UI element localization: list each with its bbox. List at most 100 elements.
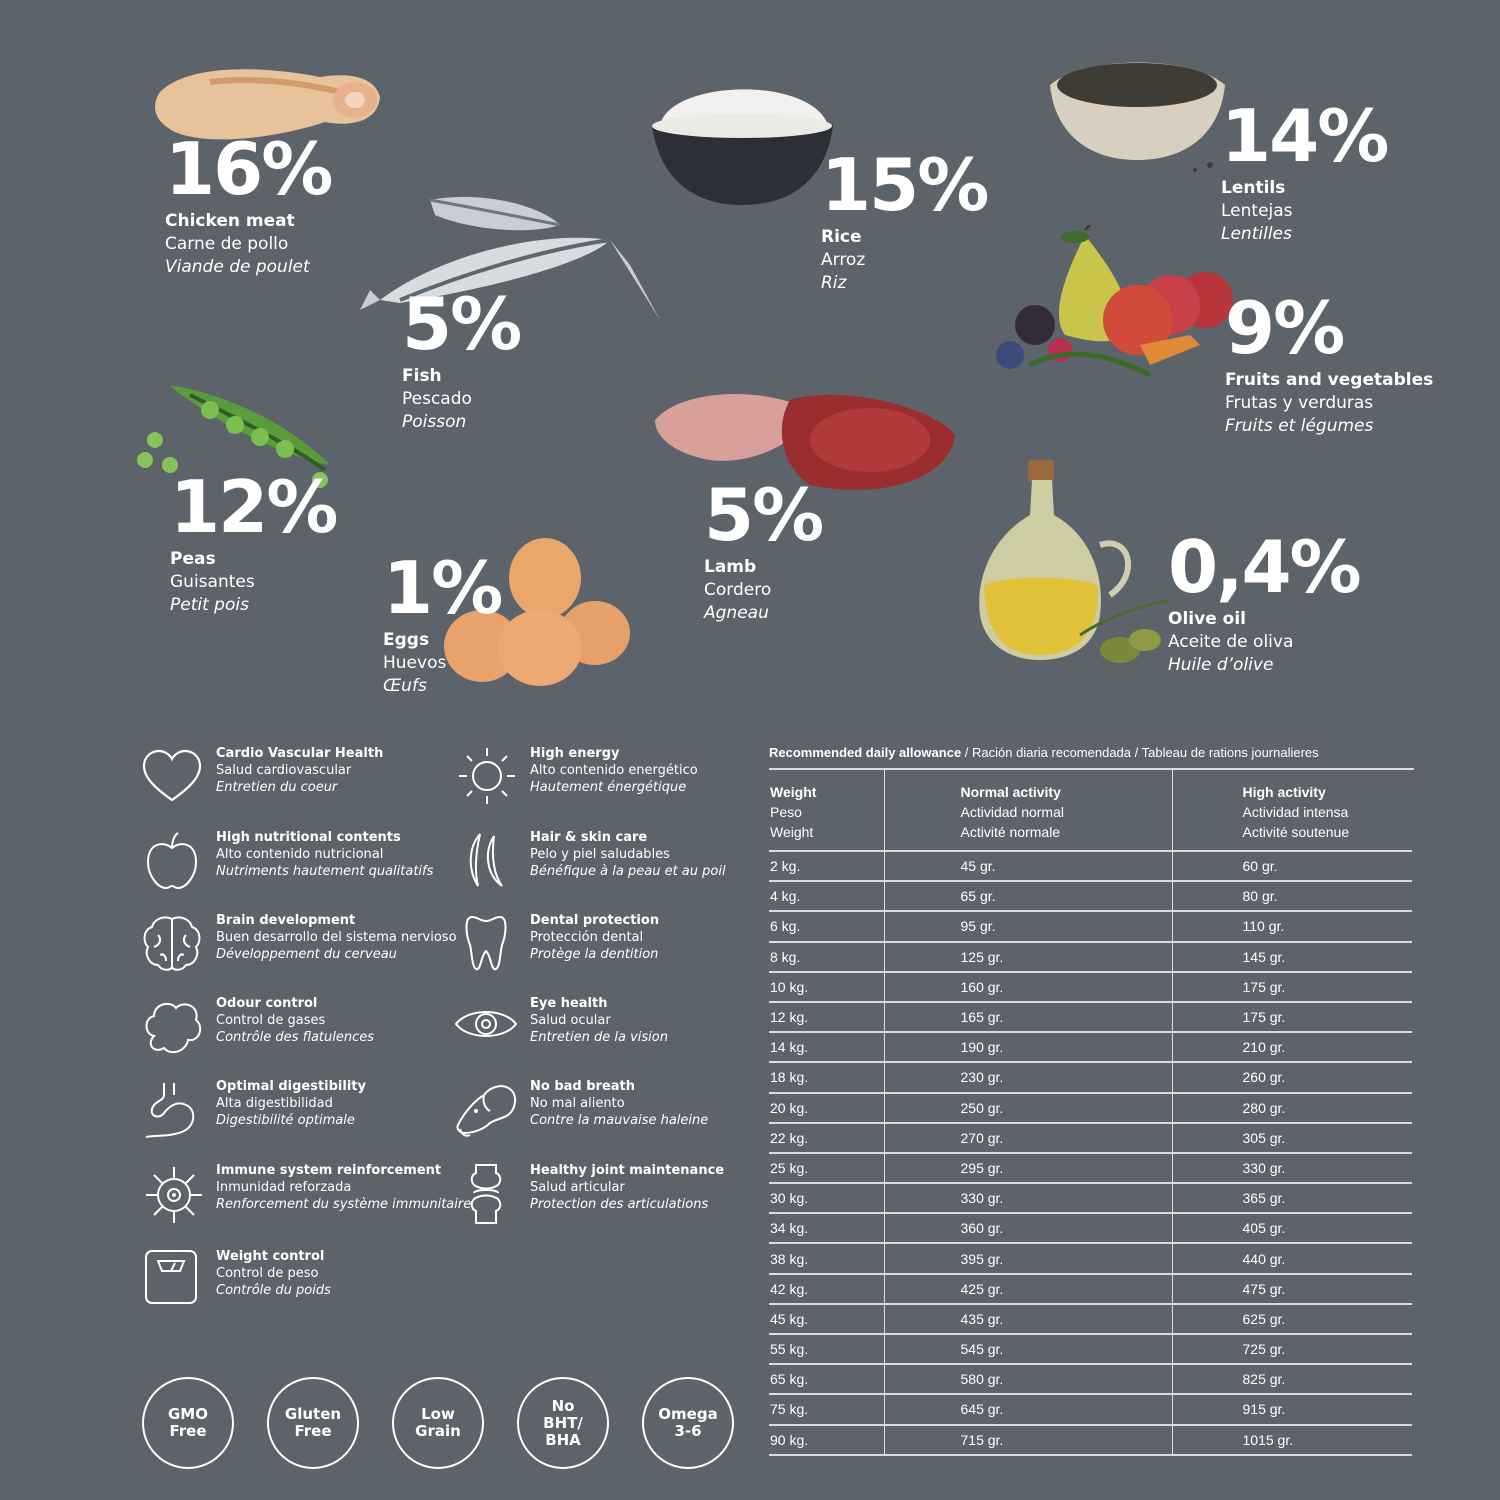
cell-weight: 25 kg.	[769, 1152, 885, 1185]
cell-weight: 10 kg.	[769, 971, 885, 1003]
table-row: 4 kg. 65 gr. 80 gr.	[769, 881, 1412, 913]
cell-weight: 30 kg.	[769, 1183, 885, 1215]
ingredient-name-es: Cordero	[704, 580, 772, 600]
cell-normal-activity: 165 gr.	[884, 1001, 1173, 1034]
table-body: 2 kg. 45 gr. 60 gr. 4 kg. 65 gr. 80 gr. 6 kg. 9…	[769, 851, 1412, 1456]
header-fr: Weight	[770, 824, 814, 840]
benefit-title: Dental protection	[530, 913, 660, 928]
ingredient-name-es: Aceite de oliva	[1168, 632, 1294, 652]
benefit-title: Weight control	[216, 1249, 325, 1264]
benefit-es: Alta digestibilidad	[216, 1096, 333, 1111]
ingredient-percent: 14%	[1221, 94, 1389, 178]
header-weight: Weight Peso Weight	[769, 770, 885, 852]
cell-weight: 42 kg.	[769, 1273, 885, 1305]
ingredient-name-es: Carne de pollo	[165, 234, 289, 254]
benefit-title: Odour control	[216, 996, 318, 1011]
table-row: 2 kg. 45 gr. 60 gr.	[769, 851, 1412, 883]
table-title: Recommended daily allowance / Ración dia…	[769, 745, 1414, 770]
allowance-table: Weight Peso Weight Normal activity Activida…	[769, 770, 1412, 1456]
cell-normal-activity: 580 gr.	[884, 1364, 1173, 1396]
badge-no-bht-bha: No BHT/ BHA	[517, 1377, 609, 1469]
benefit-fr: Contrôle des flatulences	[216, 1030, 375, 1045]
benefit-es: Alto contenido nutricional	[216, 847, 384, 862]
cell-weight: 12 kg.	[769, 1001, 885, 1034]
cell-weight: 20 kg.	[769, 1092, 885, 1124]
cell-high-activity: 175 gr.	[1172, 1001, 1412, 1034]
benefit-digestibility: Optimal digestibility Alta digestibilidad…	[140, 1079, 440, 1139]
benefit-dental: Dental protection Protección dental Protèg…	[454, 913, 754, 973]
fruits-vegetables-illustration	[996, 225, 1233, 378]
benefit-fr: Hautement énergétique	[530, 780, 687, 795]
benefit-fr: Bénéfique à la peau et au poil	[530, 864, 726, 879]
benefit-joint: Healthy joint maintenance Salud articular…	[454, 1163, 754, 1224]
cell-high-activity: 725 gr.	[1172, 1334, 1412, 1366]
benefit-es: Pelo y piel saludables	[530, 847, 670, 862]
chicken-illustration	[155, 69, 380, 140]
benefit-eye: Eye health Salud ocular Entretien de la vi…	[454, 996, 754, 1056]
cell-normal-activity: 160 gr.	[884, 971, 1173, 1003]
cell-high-activity: 110 gr.	[1172, 911, 1412, 943]
header-en: Weight	[770, 784, 817, 800]
cell-normal-activity: 95 gr.	[884, 911, 1173, 943]
cell-high-activity: 440 gr.	[1172, 1243, 1412, 1275]
dog-head-icon	[456, 1085, 516, 1137]
benefit-title: Cardio Vascular Health	[216, 746, 384, 761]
header-high-activity: High activity Actividad intensa Activité s…	[1172, 770, 1412, 852]
header-en: Normal activity	[960, 784, 1061, 800]
table-header-row: Weight Peso Weight Normal activity Activida…	[769, 770, 1412, 852]
cell-high-activity: 305 gr.	[1172, 1122, 1412, 1154]
cell-normal-activity: 715 gr.	[884, 1424, 1173, 1456]
benefit-hair-skin: Hair & skin care Pelo y piel saludables Bé…	[454, 830, 754, 890]
badge-gmo-free: GMO Free	[142, 1377, 234, 1469]
ingredient-name-fr: Poisson	[402, 412, 467, 432]
cell-weight: 22 kg.	[769, 1122, 885, 1154]
cell-high-activity: 260 gr.	[1172, 1062, 1412, 1094]
ingredient-name-en: Chicken meat	[165, 211, 295, 231]
cell-normal-activity: 250 gr.	[884, 1092, 1173, 1124]
cell-high-activity: 1015 gr.	[1172, 1424, 1412, 1456]
ingredient-chicken: 16% Chicken meat Carne de pollo Viande d…	[165, 133, 333, 277]
daily-allowance-table: Recommended daily allowance / Ración dia…	[769, 745, 1414, 1456]
benefit-fr: Protection des articulations	[530, 1197, 709, 1212]
cell-normal-activity: 435 gr.	[884, 1303, 1173, 1336]
ingredient-name-fr: Riz	[821, 273, 847, 293]
badge-omega: Omega 3-6	[642, 1377, 734, 1469]
cell-normal-activity: 270 gr.	[884, 1122, 1173, 1154]
cell-high-activity: 915 gr.	[1172, 1394, 1412, 1426]
benefit-es: No mal aliento	[530, 1096, 625, 1111]
heart-icon	[142, 749, 202, 802]
ingredient-percent: 1%	[383, 546, 503, 630]
benefit-es: Control de peso	[216, 1266, 319, 1281]
peas-illustration	[137, 385, 330, 488]
cell-high-activity: 475 gr.	[1172, 1273, 1412, 1305]
table-row: 75 kg. 645 gr. 915 gr.	[769, 1394, 1412, 1426]
benefit-es: Salud articular	[530, 1180, 625, 1195]
table-row: 10 kg. 160 gr. 175 gr.	[769, 971, 1412, 1003]
header-fr: Activité normale	[960, 824, 1061, 840]
ingredient-percent: 5%	[402, 282, 522, 366]
rice-bowl-illustration	[652, 89, 833, 205]
ingredient-name-en: Fruits and vegetables	[1225, 370, 1434, 390]
ingredient-percent: 9%	[1225, 286, 1345, 370]
benefit-nutritional: High nutritional contents Alto contenido …	[140, 830, 440, 890]
cell-normal-activity: 45 gr.	[884, 851, 1173, 883]
ingredient-olive-oil: 0,4% Olive oil Aceite de oliva Huile d’o…	[1168, 531, 1362, 675]
table-row: 8 kg. 125 gr. 145 gr.	[769, 941, 1412, 973]
ingredient-percent: 12%	[170, 465, 338, 549]
ingredient-lamb: 5% Lamb Cordero Agneau	[704, 479, 824, 623]
ingredient-name-en: Lamb	[704, 557, 757, 577]
table-row: 34 kg. 360 gr. 405 gr.	[769, 1213, 1412, 1245]
scale-icon	[145, 1250, 197, 1304]
lentils-bowl-illustration	[1050, 62, 1225, 172]
cell-weight: 38 kg.	[769, 1243, 885, 1275]
cell-normal-activity: 230 gr.	[884, 1062, 1173, 1094]
hair-icon	[469, 833, 503, 887]
ingredient-name-en: Olive oil	[1168, 609, 1246, 629]
ingredient-name-es: Lentejas	[1221, 201, 1293, 221]
ingredient-name-en: Peas	[170, 549, 216, 569]
benefit-fr: Contrôle du poids	[216, 1283, 331, 1298]
ingredient-name-es: Frutas y verduras	[1225, 393, 1374, 413]
cell-weight: 45 kg.	[769, 1303, 885, 1336]
eggs-illustration	[444, 538, 630, 686]
ingredient-name-fr: Œufs	[383, 676, 427, 696]
